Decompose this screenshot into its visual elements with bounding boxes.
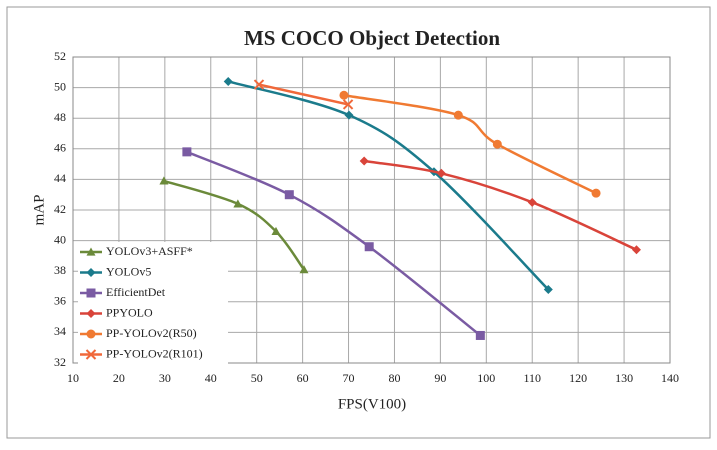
legend-box (78, 242, 228, 367)
x-tick-label: 60 (297, 371, 309, 385)
x-tick-label: 10 (67, 371, 79, 385)
y-tick-label: 40 (54, 232, 66, 246)
marker (492, 139, 502, 149)
marker (182, 147, 192, 157)
y-axis-label: mAP (31, 195, 47, 226)
marker (359, 156, 369, 166)
marker (223, 76, 233, 86)
marker (253, 79, 265, 90)
x-tick-label: 100 (477, 371, 495, 385)
chart-title: MS COCO Object Detection (244, 26, 500, 50)
plot-border (72, 56, 671, 364)
x-tick-label: 120 (569, 371, 587, 385)
x-tick-label: 70 (343, 371, 355, 385)
x-tick-label: 130 (615, 371, 633, 385)
y-tick-label: 38 (54, 263, 66, 277)
y-tick-label: 42 (54, 202, 66, 216)
x-tick-label: 30 (159, 371, 171, 385)
y-tick-label: 48 (54, 110, 66, 124)
marker (233, 199, 243, 208)
marker (543, 285, 553, 295)
marker (591, 188, 601, 198)
marker (86, 329, 96, 339)
marker (271, 226, 281, 236)
marker (284, 190, 294, 200)
x-tick-label: 140 (661, 371, 679, 385)
series-line (343, 94, 597, 195)
x-tick-label: 40 (205, 371, 217, 385)
marker (527, 197, 537, 207)
x-tick-label: 110 (523, 371, 541, 385)
marker (159, 176, 169, 185)
marker (339, 90, 349, 100)
marker (344, 110, 354, 120)
y-tick-label: 36 (54, 294, 66, 308)
marker (86, 268, 96, 277)
series-line (363, 159, 637, 251)
y-tick-label: 32 (54, 355, 66, 369)
marker (475, 330, 485, 340)
x-axis-label: FPS(V100) (338, 396, 406, 412)
marker (85, 349, 97, 360)
legend-label: PP-YOLOv2(R101) (106, 346, 203, 360)
marker (364, 242, 374, 252)
legend-label: PPYOLO (106, 305, 153, 319)
legend-label: EfficientDet (106, 285, 166, 299)
marker (453, 110, 463, 120)
series-line (186, 150, 482, 337)
marker (299, 265, 309, 274)
marker (86, 309, 96, 318)
y-tick-label: 34 (54, 324, 66, 338)
series-line (258, 83, 349, 106)
marker (436, 168, 446, 178)
legend-label: PP-YOLOv2(R50) (106, 326, 197, 340)
x-tick-label: 50 (251, 371, 263, 385)
x-tick-label: 80 (388, 371, 400, 385)
marker (86, 247, 96, 256)
marker (342, 99, 354, 110)
marker (86, 288, 96, 298)
series-line (227, 80, 550, 291)
legend-label: YOLOv5 (106, 264, 151, 278)
x-tick-label: 20 (113, 371, 125, 385)
x-tick-label: 90 (434, 371, 446, 385)
marker (631, 245, 641, 255)
y-tick-label: 50 (54, 79, 66, 93)
y-tick-label: 46 (54, 141, 66, 155)
series-line (163, 179, 306, 271)
y-tick-label: 52 (54, 49, 66, 63)
y-tick-label: 44 (54, 171, 66, 185)
legend-label: YOLOv3+ASFF* (106, 244, 193, 258)
